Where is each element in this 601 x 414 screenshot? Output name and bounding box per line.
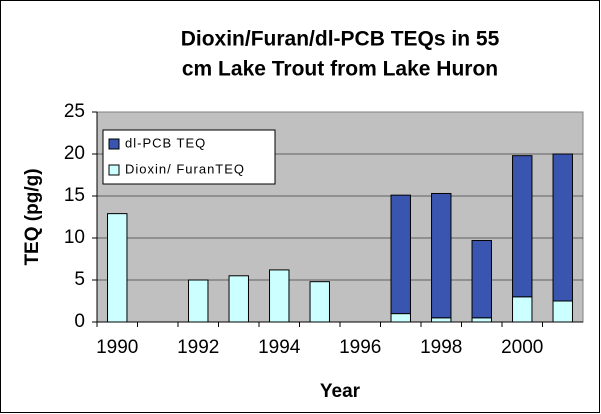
x-tick-label: 1996 <box>339 337 381 358</box>
bar-segment <box>390 313 411 323</box>
bar-segment <box>512 155 533 298</box>
legend-swatch <box>108 138 120 150</box>
chart-title: Dioxin/Furan/dl-PCB TEQs in 55 <box>181 28 500 51</box>
y-tick-label: 15 <box>64 185 85 206</box>
legend-label: Dioxin/ FuranTEQ <box>125 161 245 176</box>
x-tick-label: 1994 <box>258 337 301 358</box>
x-tick-label: 2000 <box>501 337 543 358</box>
legend-label: dl-PCB TEQ <box>125 135 206 150</box>
bar-segment <box>471 317 492 323</box>
x-axis-label: Year <box>320 381 361 402</box>
bar-segment <box>552 300 573 323</box>
x-tick-label: 1992 <box>177 337 219 358</box>
bar-segment <box>228 275 249 323</box>
bar-segment <box>431 192 452 319</box>
bar-segment <box>471 240 492 319</box>
y-tick-label: 0 <box>74 311 85 332</box>
y-tick-label: 10 <box>64 227 85 248</box>
y-tick-label: 25 <box>64 101 85 122</box>
bar-segment <box>269 269 290 323</box>
bar-segment <box>390 194 411 315</box>
chart-title: cm Lake Trout from Lake Huron <box>182 58 498 81</box>
bar-segment <box>431 317 452 323</box>
bar-segment <box>512 296 533 323</box>
bar-segment <box>552 153 573 302</box>
x-tick-label: 1990 <box>96 337 138 358</box>
bar-segment <box>309 281 330 323</box>
y-tick-label: 20 <box>64 143 85 164</box>
y-axis-label: TEQ (pg/g) <box>22 168 43 265</box>
bar-segment <box>107 213 128 323</box>
x-tick-label: 1998 <box>420 337 462 358</box>
legend-box <box>102 129 276 185</box>
y-tick-label: 5 <box>74 269 85 290</box>
legend-swatch <box>108 164 120 176</box>
bar-segment <box>188 279 209 323</box>
